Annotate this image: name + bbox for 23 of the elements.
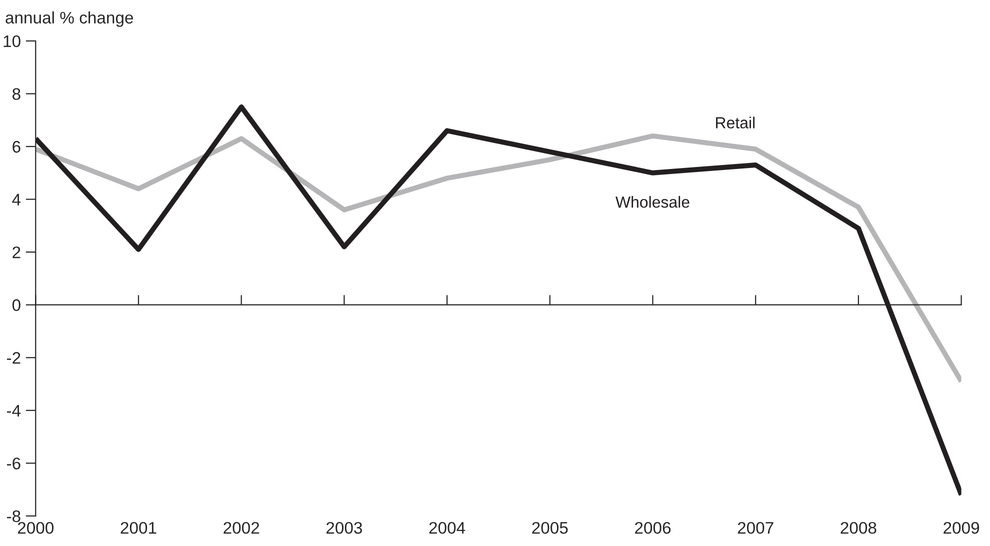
y-tick-label: 4: [12, 194, 21, 206]
y-tick-label: 6: [12, 140, 20, 153]
x-tick-label: 2003: [326, 522, 362, 534]
y-tick-label: 10: [4, 35, 20, 48]
y-tick-label: 8: [12, 88, 20, 100]
y-tick-label: -2: [6, 352, 20, 364]
y-tick-label: 2: [12, 246, 20, 258]
y-tick-label: -6: [6, 458, 20, 470]
series-label: Wholesale: [616, 196, 690, 208]
y-tick-label: -4: [6, 404, 21, 416]
y-axis-title: annual % change: [6, 11, 134, 27]
x-tick-label: 2004: [429, 522, 466, 534]
series-label: Retail: [716, 116, 755, 128]
x-tick-label: 2009: [944, 522, 980, 534]
x-tick-label: 2005: [532, 522, 568, 534]
x-tick-label: 2006: [635, 522, 671, 534]
y-tick-label: 0: [12, 299, 20, 312]
x-tick-label: 2001: [120, 522, 156, 534]
y-tick-label: -8: [6, 510, 20, 522]
x-tick-label: 2008: [840, 522, 876, 534]
x-tick-label: 2000: [18, 522, 54, 534]
x-tick-label: 2007: [738, 522, 774, 534]
x-tick-label: 2002: [224, 522, 260, 534]
